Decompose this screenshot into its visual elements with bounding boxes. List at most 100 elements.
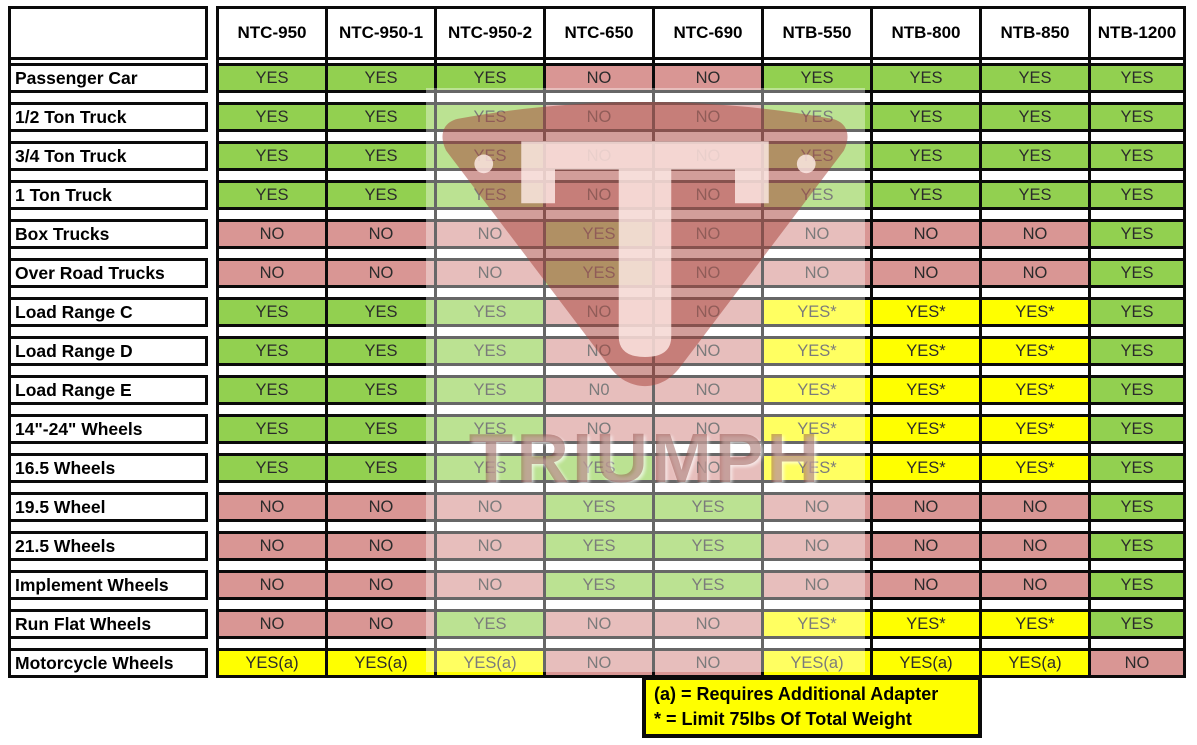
compat-cell: YES <box>652 570 764 600</box>
compat-cell: NO <box>325 219 437 249</box>
compat-cell: YES* <box>979 375 1091 405</box>
compat-cell: YES <box>652 492 764 522</box>
compat-cell: NO <box>652 375 764 405</box>
compat-cell: NO <box>434 531 546 561</box>
header-row: NTC-950 NTC-950-1 NTC-950-2 NTC-650 NTC-690 N… <box>8 6 1190 60</box>
compat-cell: YES* <box>979 609 1091 639</box>
compat-cell: NO <box>543 336 655 366</box>
legend-line-weight: * = Limit 75lbs Of Total Weight <box>654 709 912 729</box>
compat-cell: YES <box>1088 336 1186 366</box>
compat-cell: YES* <box>870 375 982 405</box>
compat-cell: YES* <box>761 297 873 327</box>
row-label: 1 Ton Truck <box>8 180 208 210</box>
compat-cell: YES(a) <box>870 648 982 678</box>
compat-cell: YES <box>543 570 655 600</box>
column-gap <box>208 648 216 678</box>
compat-cell: YES <box>652 531 764 561</box>
compat-cell: NO <box>216 219 328 249</box>
table-row: Passenger Car YES YES YES NO NO YES YES YES YES <box>8 63 1190 93</box>
column-gap <box>208 414 216 444</box>
compat-cell: YES <box>1088 453 1186 483</box>
compat-cell: NO <box>652 609 764 639</box>
compat-cell: NO <box>1088 648 1186 678</box>
compat-cell: YES <box>543 219 655 249</box>
compat-cell: YES <box>434 336 546 366</box>
compat-cell: NO <box>761 258 873 288</box>
row-label: Implement Wheels <box>8 570 208 600</box>
table-row: Box Trucks NO NO NO YES NO NO NO NO YES <box>8 219 1190 249</box>
table-row: 1 Ton Truck YES YES YES NO NO YES YES YES YES <box>8 180 1190 210</box>
table-row: 21.5 Wheels NO NO NO YES YES NO NO NO YES <box>8 531 1190 561</box>
compat-cell: NO <box>652 414 764 444</box>
compat-cell: YES(a) <box>979 648 1091 678</box>
compat-cell: YES <box>1088 609 1186 639</box>
compat-cell: YES <box>979 141 1091 171</box>
compat-cell: NO <box>979 531 1091 561</box>
compat-cell: NO <box>870 531 982 561</box>
compat-cell: YES <box>1088 63 1186 93</box>
compat-cell: YES* <box>761 375 873 405</box>
column-header: NTB-1200 <box>1088 6 1186 60</box>
compat-cell: NO <box>325 258 437 288</box>
compat-cell: NO <box>761 492 873 522</box>
compat-cell: YES <box>325 141 437 171</box>
compat-cell: YES <box>434 102 546 132</box>
compat-cell: YES* <box>761 336 873 366</box>
row-label: 14"-24" Wheels <box>8 414 208 444</box>
column-header: NTC-690 <box>652 6 764 60</box>
compat-cell: YES <box>216 141 328 171</box>
compat-cell: YES <box>870 141 982 171</box>
compat-cell: YES <box>325 375 437 405</box>
compat-cell: NO <box>434 570 546 600</box>
compat-cell: YES* <box>870 336 982 366</box>
row-label: Load Range D <box>8 336 208 366</box>
compat-cell: NO <box>325 609 437 639</box>
compat-cell: YES <box>1088 375 1186 405</box>
column-header: NTB-800 <box>870 6 982 60</box>
row-label: 21.5 Wheels <box>8 531 208 561</box>
compat-cell: NO <box>434 258 546 288</box>
compat-cell: YES <box>1088 531 1186 561</box>
compat-cell: NO <box>325 531 437 561</box>
column-header: NTC-650 <box>543 6 655 60</box>
column-gap <box>208 258 216 288</box>
compat-cell: NO <box>979 492 1091 522</box>
compat-cell: NO <box>761 570 873 600</box>
compat-cell: YES* <box>870 609 982 639</box>
row-label: Passenger Car <box>8 63 208 93</box>
compat-cell: NO <box>543 63 655 93</box>
compat-cell: YES <box>761 180 873 210</box>
compat-cell: YES* <box>870 414 982 444</box>
legend-line-adapter: (a) = Requires Additional Adapter <box>654 684 939 704</box>
compat-cell: YES <box>1088 102 1186 132</box>
table-row: Run Flat Wheels NO NO YES NO NO YES* YES* YES* YE… <box>8 609 1190 639</box>
row-label: Run Flat Wheels <box>8 609 208 639</box>
compat-cell: NO <box>652 648 764 678</box>
compat-cell: NO <box>652 297 764 327</box>
row-label: 16.5 Wheels <box>8 453 208 483</box>
compat-cell: YES(a) <box>216 648 328 678</box>
compat-cell: NO <box>543 102 655 132</box>
compat-cell: NO <box>979 258 1091 288</box>
compat-cell: YES <box>434 63 546 93</box>
compat-cell: YES* <box>761 453 873 483</box>
compat-cell: YES <box>1088 219 1186 249</box>
table-row: Over Road Trucks NO NO NO YES NO NO NO NO YES <box>8 258 1190 288</box>
compat-cell: NO <box>652 453 764 483</box>
row-label: Over Road Trucks <box>8 258 208 288</box>
compat-cell: YES <box>325 180 437 210</box>
compat-cell: NO <box>652 63 764 93</box>
compat-cell: YES <box>434 609 546 639</box>
compat-cell: YES <box>979 102 1091 132</box>
compat-cell: YES <box>434 375 546 405</box>
compat-cell: NO <box>870 258 982 288</box>
row-label: Box Trucks <box>8 219 208 249</box>
column-gap <box>208 180 216 210</box>
compat-cell: YES <box>434 414 546 444</box>
compat-cell: YES* <box>979 453 1091 483</box>
table-row: 19.5 Wheel NO NO NO YES YES NO NO NO YES <box>8 492 1190 522</box>
compat-cell: NO <box>870 492 982 522</box>
compat-cell: YES <box>543 492 655 522</box>
compat-cell: NO <box>543 297 655 327</box>
compat-cell: N0 <box>543 375 655 405</box>
